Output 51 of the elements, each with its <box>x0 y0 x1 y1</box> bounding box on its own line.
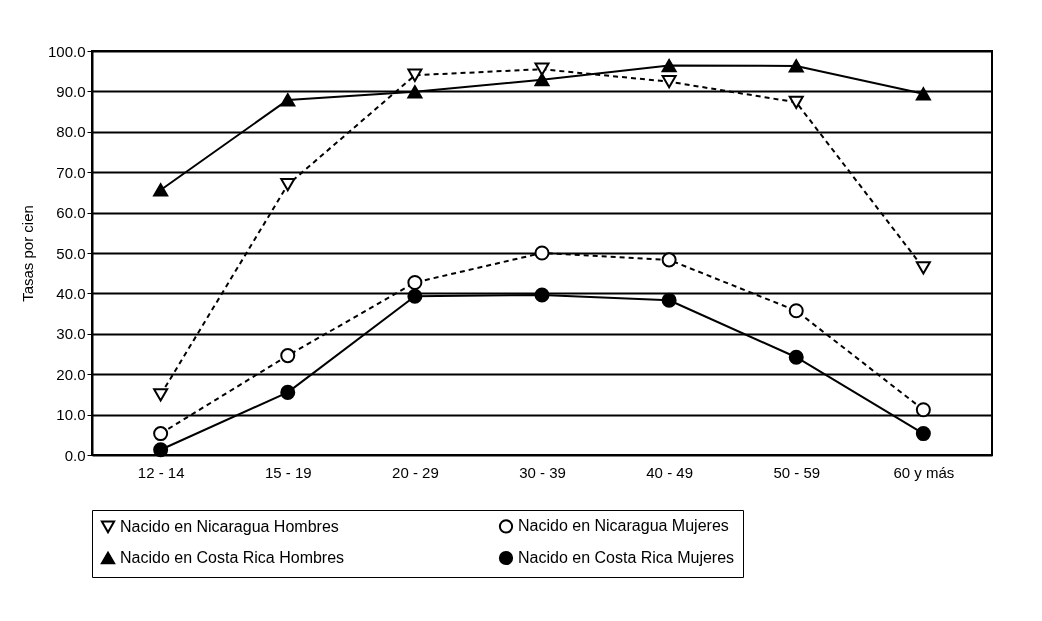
x-tick-label: 50 - 59 <box>773 463 821 481</box>
point <box>915 261 931 275</box>
point <box>280 384 296 400</box>
x-tick-label: 12 - 14 <box>137 463 185 481</box>
point <box>915 87 931 101</box>
x-tick-label: 40 - 49 <box>646 463 693 481</box>
legend-label: Nacido en Costa Rica Mujeres <box>518 549 735 566</box>
point <box>407 85 423 99</box>
point <box>534 73 550 87</box>
x-tick-label: 15 - 19 <box>264 463 312 481</box>
legend-label: Nacido en Nicaragua Hombres <box>120 517 339 535</box>
y-tick-label: 60.0 <box>56 204 86 222</box>
point <box>280 348 296 364</box>
y-tick-label: 20.0 <box>56 365 86 383</box>
y-tick-label: 10.0 <box>56 406 86 424</box>
y-tick-label: 100.0 <box>47 42 86 60</box>
point <box>788 59 804 73</box>
point <box>280 178 296 192</box>
point <box>915 402 931 418</box>
point <box>534 62 550 76</box>
y-tick-label: 40.0 <box>56 284 86 302</box>
point <box>153 388 169 402</box>
y-tick-label: 0.0 <box>64 446 86 464</box>
legend-label: Nacido en Costa Rica Hombres <box>120 549 345 566</box>
point <box>153 442 169 458</box>
point <box>915 426 931 442</box>
point <box>661 75 677 89</box>
y-tick-label: 70.0 <box>56 163 86 181</box>
point <box>661 292 677 308</box>
y-tick-label: 30.0 <box>56 325 86 343</box>
y-tick-label: 50.0 <box>56 244 86 262</box>
point <box>788 303 804 319</box>
point <box>407 274 423 290</box>
y-tick-label: 80.0 <box>56 123 86 141</box>
point <box>407 288 423 304</box>
point <box>661 58 677 73</box>
point <box>153 426 169 442</box>
y-axis-title: Tasas por cien <box>18 205 36 302</box>
x-tick-label: 30 - 39 <box>519 463 566 481</box>
point <box>788 349 804 365</box>
legend-label: Nacido en Nicaragua Mujeres <box>518 517 729 535</box>
x-tick-label: 60 y más <box>893 463 955 481</box>
point <box>661 252 677 268</box>
x-tick-label: 20 - 29 <box>392 463 439 481</box>
point <box>280 93 296 107</box>
point <box>788 95 804 109</box>
point <box>534 287 550 303</box>
point <box>153 183 169 197</box>
point <box>534 245 550 261</box>
y-tick-label: 90.0 <box>56 82 86 100</box>
point <box>407 68 423 82</box>
